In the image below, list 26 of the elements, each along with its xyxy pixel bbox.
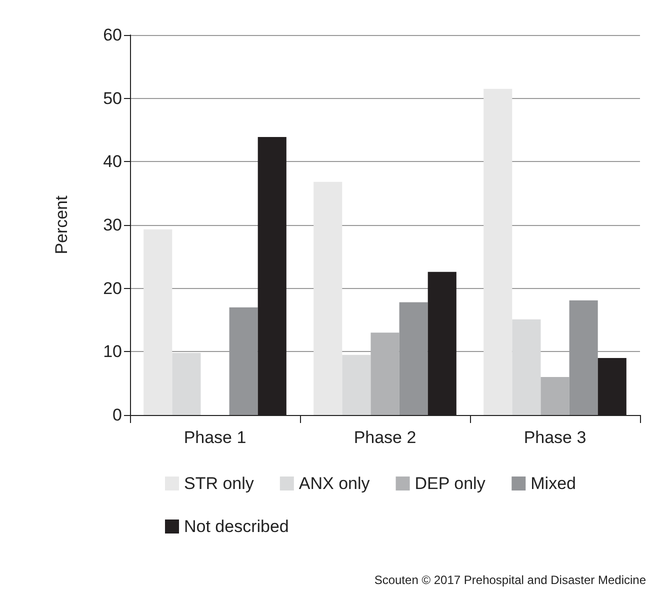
- bar: [144, 229, 172, 415]
- bar: [512, 319, 541, 415]
- bar: [172, 352, 201, 415]
- legend-label: DEP only: [414, 474, 486, 493]
- x-tick-label: Phase 1: [184, 428, 246, 447]
- bar: [314, 182, 342, 415]
- bar: [370, 332, 400, 415]
- x-tick-label: Phase 2: [354, 428, 416, 447]
- bar: [342, 354, 371, 415]
- y-tick-label: 20: [103, 278, 122, 298]
- legend-label: Not described: [184, 517, 289, 536]
- text: Scouten © 2017 Prehospital and Disaster Medicine: [374, 573, 646, 587]
- y-tick-label: 50: [103, 88, 122, 108]
- legend-label: STR only: [184, 474, 254, 493]
- bar: [399, 302, 428, 415]
- x-tick-label: Phase 3: [524, 428, 586, 447]
- bar: [484, 88, 512, 415]
- legend-label: ANX only: [298, 474, 370, 493]
- legend-label: Mixed: [530, 474, 576, 493]
- y-tick-label: 30: [103, 216, 122, 234]
- y-tick-label: 60: [103, 26, 122, 44]
- y-tick-label: 0: [112, 406, 122, 424]
- y-tick-label: 40: [103, 152, 122, 172]
- y-tick-label: 10: [103, 342, 122, 362]
- bar: [540, 377, 570, 415]
- y-axis-title: Percent: [52, 195, 71, 254]
